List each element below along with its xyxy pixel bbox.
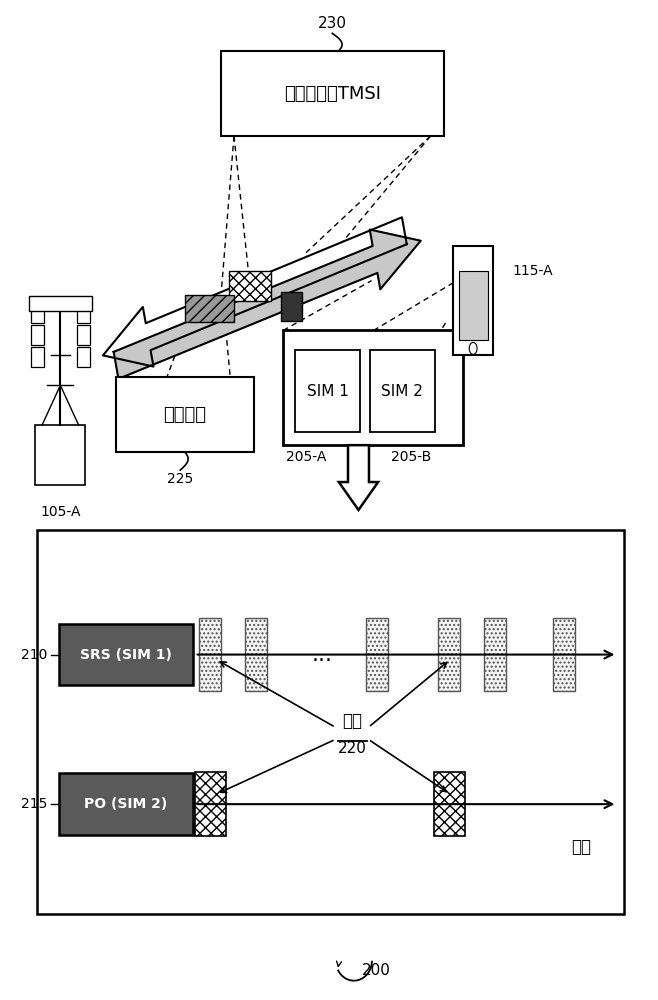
Bar bbox=[367, 618, 388, 691]
Text: 冲突: 冲突 bbox=[342, 712, 362, 730]
Bar bbox=[31, 304, 44, 323]
Bar bbox=[459, 271, 488, 340]
Bar bbox=[283, 330, 463, 445]
Text: ...: ... bbox=[312, 645, 333, 665]
Text: SRS (SIM 1): SRS (SIM 1) bbox=[80, 648, 172, 662]
Bar bbox=[453, 246, 493, 355]
Text: 205-B: 205-B bbox=[391, 450, 431, 464]
Bar bbox=[221, 51, 443, 136]
Bar bbox=[77, 304, 90, 323]
Bar bbox=[438, 618, 460, 691]
Text: SIM 2: SIM 2 bbox=[382, 384, 423, 399]
Bar bbox=[116, 377, 253, 452]
Text: 220: 220 bbox=[338, 741, 367, 756]
Bar bbox=[229, 271, 271, 301]
Text: 210: 210 bbox=[21, 648, 47, 662]
Text: SIM 1: SIM 1 bbox=[307, 384, 349, 399]
Bar bbox=[199, 618, 221, 691]
Text: 115-A: 115-A bbox=[513, 264, 553, 278]
Polygon shape bbox=[103, 217, 407, 367]
Polygon shape bbox=[114, 230, 420, 379]
Bar bbox=[77, 325, 90, 345]
Bar bbox=[77, 347, 90, 367]
Bar bbox=[195, 772, 226, 836]
FancyArrow shape bbox=[339, 445, 378, 510]
Bar bbox=[29, 296, 92, 311]
Bar bbox=[59, 773, 193, 835]
Text: 注册响应和TMSI: 注册响应和TMSI bbox=[284, 85, 381, 103]
Bar bbox=[553, 618, 574, 691]
Text: 注册请求: 注册请求 bbox=[163, 406, 207, 424]
Bar bbox=[370, 350, 435, 432]
Text: 时间: 时间 bbox=[571, 838, 592, 856]
Text: 200: 200 bbox=[362, 963, 391, 978]
Text: PO (SIM 2): PO (SIM 2) bbox=[84, 797, 168, 811]
Bar bbox=[31, 325, 44, 345]
Bar bbox=[36, 425, 86, 485]
Bar bbox=[484, 618, 506, 691]
Bar bbox=[295, 350, 361, 432]
Text: 205-A: 205-A bbox=[286, 450, 326, 464]
Bar bbox=[281, 292, 302, 321]
Bar bbox=[434, 772, 465, 836]
Bar bbox=[31, 347, 44, 367]
Text: 105-A: 105-A bbox=[40, 505, 81, 519]
Text: 230: 230 bbox=[318, 16, 347, 31]
Bar bbox=[59, 624, 193, 685]
Bar bbox=[245, 618, 266, 691]
Circle shape bbox=[469, 342, 477, 354]
Text: 225: 225 bbox=[167, 472, 193, 486]
Text: 215: 215 bbox=[21, 797, 47, 811]
Bar bbox=[185, 295, 234, 322]
Bar bbox=[38, 530, 624, 914]
